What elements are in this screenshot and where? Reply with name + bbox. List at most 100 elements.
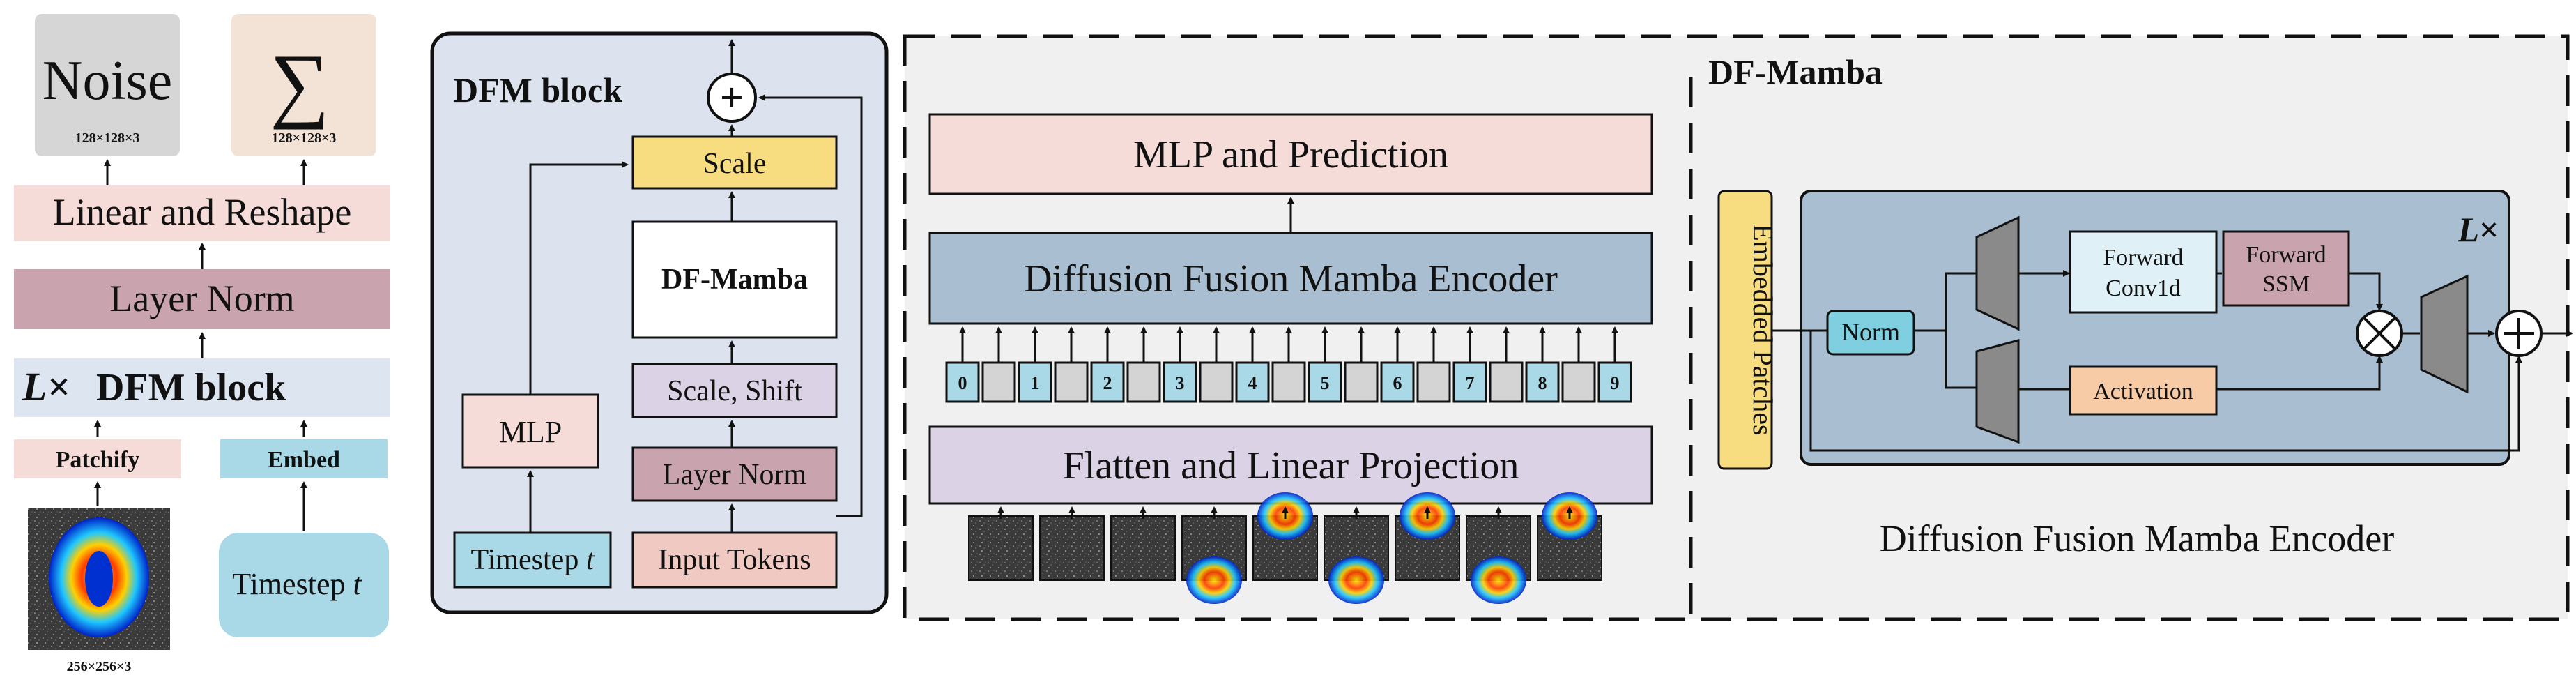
- forward-ssm-line2: SSM: [2262, 271, 2310, 297]
- branch-bottom: [1945, 331, 1977, 389]
- patch-brain-fragment: [1328, 556, 1384, 604]
- arrow-mlp-to-scale: [529, 161, 629, 395]
- gray-token: [1199, 361, 1234, 403]
- token-label: 4: [1248, 373, 1257, 393]
- timestep-label-block: Timestep t: [471, 544, 595, 576]
- norm-label: Norm: [1841, 318, 1900, 346]
- input-tokens-label: Input Tokens: [658, 544, 811, 576]
- image-patch: [968, 515, 1034, 581]
- output-proj-icon: [2420, 274, 2469, 394]
- token-label: 3: [1176, 373, 1185, 393]
- image-patch: [1039, 515, 1105, 581]
- forward-ssm-line1: Forward: [2246, 242, 2326, 268]
- df-mamba-small-box: [631, 220, 838, 339]
- linear-reshape-label: Linear and Reshape: [53, 191, 352, 233]
- token-label: 7: [1466, 373, 1475, 393]
- timestep-label-left: Timestep t: [232, 567, 362, 601]
- dfm-block-title: DFM block: [453, 70, 622, 109]
- skip-path: [1809, 331, 2522, 452]
- activation-box: [2069, 365, 2218, 416]
- dfm-block-summary-label: DFM block: [96, 366, 286, 409]
- residual-add-symbol: +: [720, 75, 744, 121]
- input-tokens-box: [631, 531, 838, 589]
- linear-proj-top-icon: [1975, 215, 2020, 331]
- flatten-label: Flatten and Linear Projection: [1063, 444, 1519, 487]
- layer-norm-small-label: Layer Norm: [663, 459, 807, 491]
- token-1: [1018, 361, 1052, 403]
- mlp-label: MLP: [499, 415, 562, 449]
- token-label: 6: [1393, 373, 1402, 393]
- encoder-caption: Diffusion Fusion Mamba Encoder: [1880, 517, 2394, 559]
- sum-dims: 128×128×3: [272, 130, 337, 146]
- image-patch: [1110, 515, 1176, 581]
- noise-box: [35, 14, 180, 156]
- token-label: 0: [958, 373, 967, 393]
- patch-brain-fragment: [1186, 556, 1242, 604]
- patchify-label: Patchify: [56, 447, 140, 473]
- scale-shift-label: Scale, Shift: [667, 375, 802, 407]
- token-label: 9: [1611, 373, 1620, 393]
- multiply-stroke-b: [2363, 317, 2396, 350]
- input-dims: 256×256×3: [67, 659, 132, 674]
- brain-ventricle: [85, 551, 113, 607]
- arrow-ssm-to-mult: [2349, 272, 2383, 311]
- df-mamba-panel: DF-Mamba MLP and Prediction Diffusion Fu…: [903, 34, 2570, 621]
- gray-token: [1489, 361, 1524, 403]
- token-5: [1308, 361, 1342, 403]
- token-8: [1525, 361, 1560, 403]
- df-mamba-small-label: DF-Mamba: [661, 264, 808, 296]
- scale-label: Scale: [703, 148, 767, 180]
- gray-token: [1271, 361, 1306, 403]
- scale-shift-box: [631, 363, 838, 418]
- patch-brain-fragment: [1471, 556, 1526, 604]
- layer-norm-label: Layer Norm: [109, 278, 294, 319]
- mlp-prediction-label: MLP and Prediction: [1133, 133, 1448, 176]
- token-label: 8: [1538, 373, 1547, 393]
- sum-box: [231, 14, 376, 156]
- residual-path: [758, 94, 863, 517]
- token-6: [1380, 361, 1415, 403]
- timestep-box-block: [453, 531, 612, 589]
- left-pipeline: Noise 128×128×3 ∑ 128×128×3 Linear and R…: [14, 14, 390, 674]
- forward-conv-line1: Forward: [2103, 245, 2183, 271]
- forward-conv-box: [2069, 230, 2218, 314]
- gray-token: [1416, 361, 1451, 403]
- dfm-block-panel: DFM block + Scale DF-Mamba Scale, Shift …: [430, 31, 889, 614]
- gray-token: [981, 361, 1016, 403]
- linear-reshape-box: [14, 185, 390, 241]
- linear-proj-bottom-icon: [1975, 339, 2020, 444]
- embed-box: [220, 439, 388, 478]
- sum-symbol: ∑: [270, 37, 330, 130]
- branch-top: [1914, 272, 1977, 332]
- patchify-box: [14, 439, 181, 478]
- gray-token: [1126, 361, 1161, 403]
- timestep-box-left: [219, 533, 389, 637]
- encoder-box: [928, 232, 1653, 325]
- repeat-label: L×: [2457, 210, 2499, 249]
- df-mamba-title: DF-Mamba: [1708, 52, 1883, 91]
- forward-conv-line2: Conv1d: [2106, 275, 2181, 301]
- gray-token: [1054, 361, 1089, 403]
- token-row: 0 1 2 3 4 5 6 7 8 9: [945, 326, 1632, 403]
- encoder-label: Diffusion Fusion Mamba Encoder: [1024, 257, 1558, 301]
- gray-token: [1561, 361, 1596, 403]
- scale-box: [631, 135, 838, 190]
- embed-label: Embed: [268, 447, 340, 473]
- token-label: 5: [1321, 373, 1330, 393]
- activation-label: Activation: [2093, 379, 2193, 404]
- mlp-prediction-box: [928, 113, 1653, 195]
- layer-norm-small-box: [631, 446, 838, 502]
- noise-dims: 128×128×3: [75, 130, 140, 146]
- forward-ssm-box: [2222, 230, 2350, 307]
- norm-box: [1826, 310, 1915, 356]
- token-label: 1: [1031, 373, 1040, 393]
- encoder-detail: Embedded Patches L× Norm Forward Conv1d …: [1717, 190, 2573, 559]
- gray-token: [1344, 361, 1379, 403]
- token-label: 2: [1103, 373, 1112, 393]
- layer-norm-box: [14, 269, 390, 329]
- token-3: [1163, 361, 1197, 403]
- noise-label: Noise: [43, 50, 173, 112]
- arrow-act-to-mult: [2216, 356, 2383, 391]
- dfm-repeat-prefix: L×: [22, 364, 70, 409]
